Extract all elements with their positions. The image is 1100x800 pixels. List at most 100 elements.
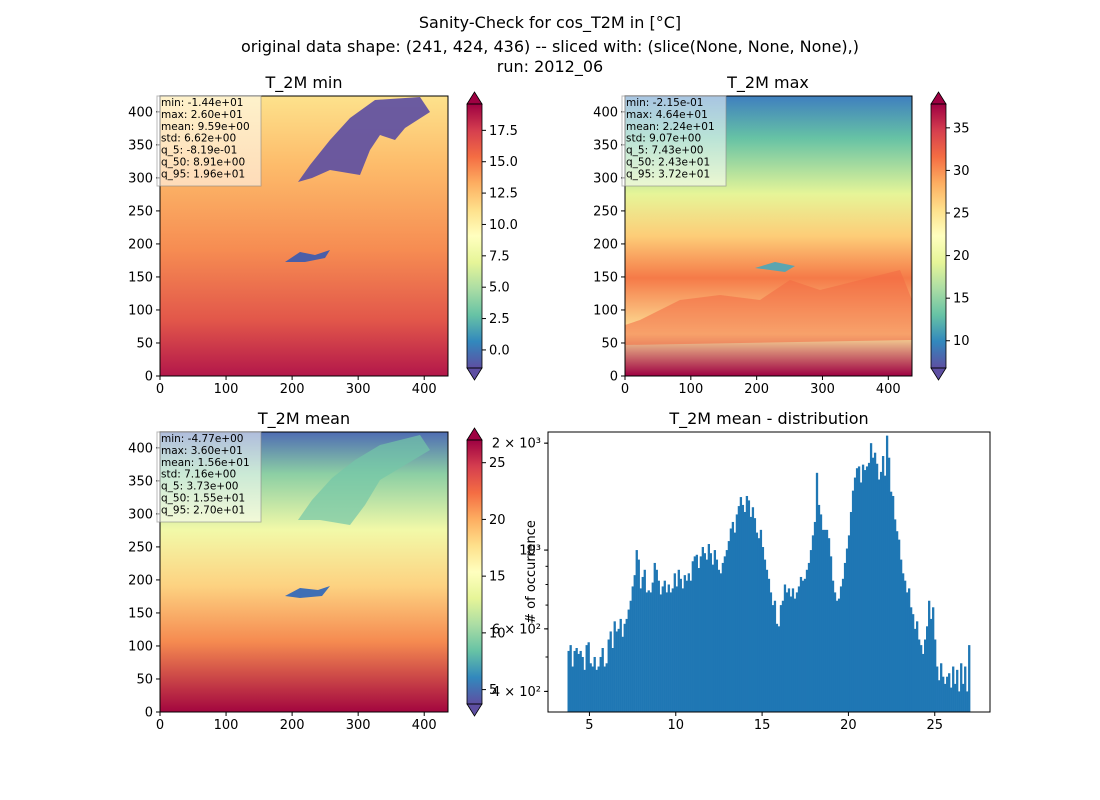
y-tick-label: 300 <box>128 171 153 186</box>
histogram-bar <box>767 578 771 712</box>
colorbar: 10 15 20 25 30 35 <box>930 91 970 381</box>
histogram-bar <box>962 683 965 712</box>
histogram-bar <box>787 588 791 712</box>
histogram-bar <box>697 568 700 712</box>
histogram-bar <box>813 521 817 712</box>
plot-frame <box>547 431 991 713</box>
y-tick-label: 350 <box>593 138 618 153</box>
histogram-bar <box>942 676 945 712</box>
histogram-bar <box>733 532 737 712</box>
y-tick-label: 50 <box>136 336 153 351</box>
colorbar-tick-label: 10 <box>953 334 970 349</box>
y-tick-label: 150 <box>128 270 153 285</box>
histogram-bar <box>747 500 751 712</box>
histogram-bar <box>867 462 871 712</box>
stats-line: min: -1.44e+01 <box>161 97 243 109</box>
y-tick-label: 200 <box>593 237 618 252</box>
y-tick-label: 250 <box>128 540 153 555</box>
colorbar-tick-label: 30 <box>953 164 970 179</box>
stats-line: mean: 9.59e+00 <box>161 121 250 133</box>
histogram-bar <box>946 676 949 712</box>
histogram-bar <box>883 475 887 712</box>
colorbar-extend-min <box>466 367 483 381</box>
histogram-bar <box>643 569 646 712</box>
histogram-bar <box>837 598 841 712</box>
y-tick-label: 0 <box>610 370 618 385</box>
histogram-bar <box>899 559 903 712</box>
stats-line: mean: 2.24e+01 <box>626 121 715 133</box>
histogram-bar <box>777 626 781 712</box>
histogram-bar <box>703 553 706 712</box>
histogram-bar <box>691 561 694 712</box>
histogram-bar <box>759 529 763 712</box>
histogram-bar <box>593 656 596 712</box>
histogram-bar <box>633 575 636 712</box>
y-axis: 4 × 10² 6 × 10² 10³ 2 × 10³ <box>492 437 548 700</box>
histogram-bar <box>889 491 893 712</box>
histogram-bar <box>637 559 640 712</box>
x-axis: 5 10 15 20 25 <box>585 712 943 733</box>
histogram-bar <box>653 562 656 712</box>
x-tick-label: 15 <box>754 718 771 733</box>
histogram-bar <box>831 580 835 712</box>
stats-line: q_50: 2.43e+01 <box>626 157 710 169</box>
histogram-bar <box>693 556 696 712</box>
histogram-bar <box>609 631 612 712</box>
y-tick-label: 100 <box>128 303 153 318</box>
histogram-bar <box>958 691 961 712</box>
histogram-bar <box>783 584 787 712</box>
histogram-bar <box>779 605 783 712</box>
histogram-bar <box>857 466 861 712</box>
histogram-bar <box>932 607 935 712</box>
colorbar-tick-label: 7.5 <box>489 249 510 264</box>
histogram-bar <box>903 580 907 712</box>
histogram-bar <box>950 687 953 712</box>
histogram-bar <box>687 573 690 712</box>
histogram-bar <box>585 645 588 712</box>
histogram-bar <box>613 621 616 712</box>
histogram-bar <box>815 472 819 712</box>
histogram-bar <box>707 544 711 712</box>
y-axis: 0 50 100 150 200 250 300 350 400 <box>128 441 160 721</box>
histogram-bar <box>920 645 923 712</box>
histogram-bar <box>755 532 759 712</box>
colorbar-tick-label: 17.5 <box>489 124 518 139</box>
histogram-bar <box>881 456 885 712</box>
histogram-bar <box>916 621 919 712</box>
y-tick-label: 250 <box>128 204 153 219</box>
stats-line: q_5: 7.43e+00 <box>626 145 703 157</box>
colorbar: 5 10 15 20 25 <box>466 427 506 717</box>
histogram-bar <box>909 607 913 712</box>
histogram-bar <box>567 650 570 712</box>
histogram-bar <box>727 541 731 712</box>
histogram-bar <box>577 653 580 712</box>
histogram-bar <box>589 663 592 712</box>
histogram-bar <box>771 605 775 712</box>
y-tick-label: 6 × 10² <box>492 622 541 637</box>
histogram-bar <box>843 562 847 712</box>
histogram-bar <box>651 582 654 712</box>
histogram-bar <box>809 550 813 712</box>
histogram-bar <box>791 588 795 712</box>
histogram-bar <box>717 569 721 712</box>
histogram-bar <box>897 539 901 712</box>
histogram-bar <box>865 466 869 712</box>
histogram-bar <box>591 666 594 712</box>
stats-line: q_95: 2.70e+01 <box>161 504 245 516</box>
stats-box-background <box>156 431 262 523</box>
histogram-bar <box>671 588 674 712</box>
x-tick-label: 400 <box>412 382 437 397</box>
stats-line: min: -4.77e+00 <box>161 433 243 445</box>
figure-title-line-1: Sanity-Check for cos_T2M in [°C] <box>418 13 682 32</box>
histogram-bar <box>731 521 735 712</box>
stats-line: q_5: -8.19e-01 <box>161 145 237 157</box>
histogram-bar <box>966 691 969 712</box>
histogram-bar <box>845 548 849 712</box>
stats-box-background <box>156 95 262 187</box>
histogram-bar <box>661 586 664 712</box>
y-tick-label: 200 <box>128 237 153 252</box>
panel-distribution: T_2M mean - distribution # of occurrence… <box>492 409 991 733</box>
histogram-bar <box>825 529 829 712</box>
